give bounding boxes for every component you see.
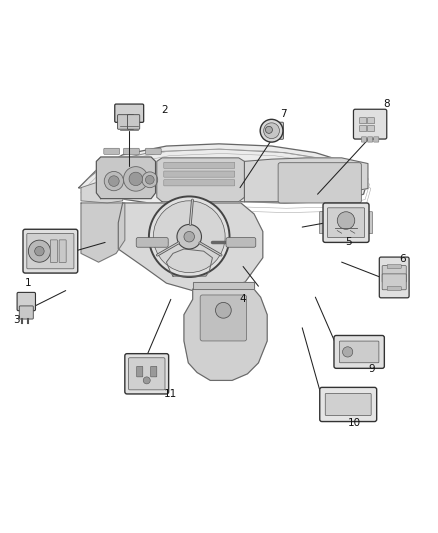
Circle shape [143,377,150,384]
Text: 9: 9 [368,365,375,374]
FancyBboxPatch shape [360,118,367,124]
Polygon shape [81,203,125,262]
FancyBboxPatch shape [115,104,144,123]
FancyBboxPatch shape [17,293,35,311]
FancyBboxPatch shape [353,109,387,139]
FancyBboxPatch shape [387,286,401,290]
Circle shape [343,347,353,357]
FancyBboxPatch shape [117,115,134,129]
Polygon shape [166,249,212,276]
FancyBboxPatch shape [382,265,406,282]
FancyBboxPatch shape [19,306,33,319]
FancyBboxPatch shape [367,125,374,132]
FancyBboxPatch shape [320,387,377,422]
FancyBboxPatch shape [127,115,140,129]
Circle shape [35,246,44,256]
FancyBboxPatch shape [387,264,401,269]
Circle shape [177,224,201,249]
Polygon shape [184,289,267,381]
FancyBboxPatch shape [278,163,361,203]
Circle shape [153,201,225,273]
FancyBboxPatch shape [164,162,235,168]
FancyBboxPatch shape [360,125,367,132]
Circle shape [28,240,50,262]
Text: 8: 8 [383,100,390,109]
Text: 3: 3 [13,315,20,325]
Text: 5: 5 [345,237,352,247]
FancyBboxPatch shape [151,366,157,377]
FancyBboxPatch shape [145,148,161,155]
Polygon shape [79,144,368,203]
FancyBboxPatch shape [367,137,373,142]
Circle shape [337,212,355,229]
FancyBboxPatch shape [27,233,74,269]
Circle shape [129,172,142,185]
FancyBboxPatch shape [339,341,379,363]
FancyBboxPatch shape [164,171,235,177]
Polygon shape [118,203,263,290]
Text: 6: 6 [399,254,406,264]
Text: 7: 7 [279,109,286,119]
FancyBboxPatch shape [124,148,139,155]
FancyBboxPatch shape [273,122,283,139]
FancyBboxPatch shape [104,148,120,155]
FancyBboxPatch shape [328,208,364,238]
FancyBboxPatch shape [226,238,256,247]
FancyBboxPatch shape [125,354,169,394]
Circle shape [215,302,231,318]
Polygon shape [81,179,123,203]
FancyBboxPatch shape [323,203,369,243]
Polygon shape [96,157,155,199]
Circle shape [265,126,272,133]
Circle shape [142,172,158,188]
FancyBboxPatch shape [128,358,165,390]
FancyBboxPatch shape [59,240,66,262]
FancyBboxPatch shape [200,295,247,341]
FancyBboxPatch shape [137,366,143,377]
Circle shape [145,175,154,184]
FancyBboxPatch shape [23,229,78,273]
FancyBboxPatch shape [325,393,371,415]
FancyBboxPatch shape [136,238,168,247]
FancyBboxPatch shape [367,212,372,233]
FancyBboxPatch shape [361,137,367,142]
FancyBboxPatch shape [50,240,57,262]
Circle shape [124,167,148,191]
FancyBboxPatch shape [320,212,325,233]
Text: 4: 4 [240,294,247,304]
Text: 10: 10 [347,418,360,429]
FancyBboxPatch shape [379,257,409,298]
FancyBboxPatch shape [382,274,406,290]
FancyBboxPatch shape [164,180,235,186]
Text: 11: 11 [163,390,177,399]
Polygon shape [193,282,254,289]
Text: 1: 1 [25,278,32,288]
Circle shape [104,172,124,191]
Circle shape [109,176,119,187]
Circle shape [264,123,279,139]
Circle shape [184,231,194,242]
Text: 2: 2 [161,104,168,115]
FancyBboxPatch shape [374,137,379,142]
Polygon shape [244,158,368,201]
FancyBboxPatch shape [334,335,384,368]
Polygon shape [157,158,244,201]
Circle shape [149,197,230,277]
Circle shape [260,119,283,142]
FancyBboxPatch shape [367,118,374,124]
